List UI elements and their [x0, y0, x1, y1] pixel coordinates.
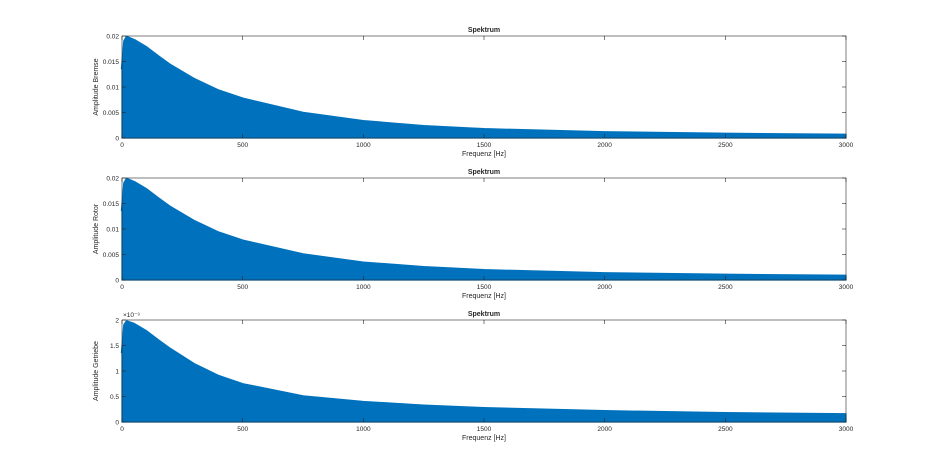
subplot-2: 0 500 1000 1500 2000 2500 3000 0 0.005 0.01 0.015 0…: [93, 169, 854, 300]
y-tick-label: 1: [115, 368, 119, 375]
y-axis-label: Amplitude Bremse: [93, 58, 100, 115]
x-tick-label: 2500: [718, 284, 733, 291]
spectrum-envelope-1: [120, 35, 847, 137]
x-tick-label: 2000: [597, 142, 612, 149]
subplot-title: Spektrum: [468, 27, 500, 34]
x-tick-label: 500: [237, 284, 248, 291]
x-tick-label: 2500: [718, 426, 733, 433]
y-axis-label: Amplitude Rotor: [93, 203, 100, 254]
x-tick-label: 2000: [597, 426, 612, 433]
x-tick-label: 3000: [839, 284, 854, 291]
y-tick-label: 0: [115, 419, 119, 426]
y-tick-label: 0.02: [106, 33, 119, 40]
y-axis-label: Amplitude Getriebe: [93, 341, 100, 401]
y-tick-label: 0.01: [106, 226, 119, 233]
subplot-1: 0 500 1000 1500 2000 2500 3000 0 0.005 0.01 0.015 0…: [93, 27, 854, 158]
y-tick-label: 0.01: [106, 84, 119, 91]
x-tick-label: 0: [120, 284, 124, 291]
x-tick-label: 1000: [356, 284, 371, 291]
x-tick-label: 1000: [356, 426, 371, 433]
spectrum-envelope-1: [120, 320, 847, 416]
subplot-3: 0 500 1000 1500 2000 2500 3000 0 0.5 1 1.5 2 ×10⁻³ Sp…: [93, 311, 854, 442]
spectrum-envelope-1: [120, 177, 847, 278]
y-tick-label: 0.005: [103, 252, 120, 259]
x-tick-label: 1000: [356, 142, 371, 149]
x-tick-label: 1500: [477, 284, 492, 291]
y-tick-label: 1.5: [110, 343, 119, 350]
x-tick-label: 3000: [839, 426, 854, 433]
y-tick-label: 0.02: [106, 175, 119, 182]
y-tick-label: 2: [115, 317, 119, 324]
x-axis-label: Frequenz [Hz]: [462, 151, 506, 158]
x-tick-label: 3000: [839, 142, 854, 149]
x-tick-label: 2500: [718, 142, 733, 149]
x-tick-label: 0: [120, 142, 124, 149]
y-tick-label: 0.5: [110, 394, 119, 401]
x-tick-label: 1500: [477, 426, 492, 433]
x-tick-label: 0: [120, 426, 124, 433]
y-tick-label: 0.015: [103, 59, 120, 66]
y-tick-label: 0.005: [103, 110, 120, 117]
y-tick-label: 0: [115, 135, 119, 142]
y-tick-label: 0: [115, 277, 119, 284]
subplot-title: Spektrum: [468, 169, 500, 176]
x-tick-label: 1500: [477, 142, 492, 149]
x-tick-label: 500: [237, 426, 248, 433]
x-axis-label: Frequenz [Hz]: [462, 435, 506, 442]
x-tick-label: 500: [237, 142, 248, 149]
y-tick-label: 0.015: [103, 201, 120, 208]
x-tick-label: 2000: [597, 284, 612, 291]
x-axis-label: Frequenz [Hz]: [462, 293, 506, 300]
subplot-title: Spektrum: [468, 311, 500, 318]
y-exponent-label: ×10⁻³: [123, 312, 140, 319]
